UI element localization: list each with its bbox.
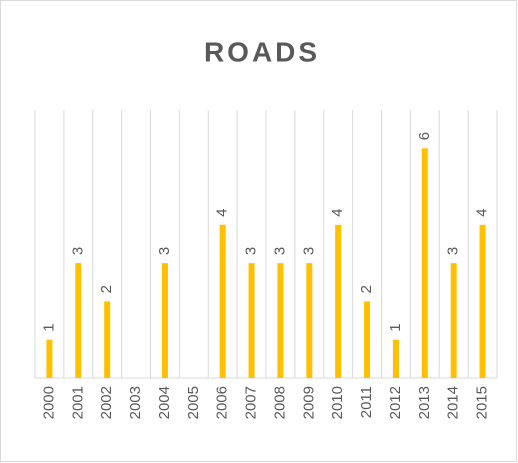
x-tick-label: 2010 xyxy=(329,386,346,419)
x-tick-label: 2004 xyxy=(156,386,173,419)
data-label: 3 xyxy=(69,247,86,255)
x-tick-label: 2005 xyxy=(185,386,202,419)
data-label: 2 xyxy=(358,285,375,293)
x-tick-label: 2003 xyxy=(127,386,144,419)
bar xyxy=(219,224,226,378)
data-label: 3 xyxy=(243,247,260,255)
x-tick-label: 2015 xyxy=(474,386,491,419)
data-label: 3 xyxy=(300,247,317,255)
x-tick-label: 2006 xyxy=(214,386,231,419)
data-label: 6 xyxy=(416,132,433,140)
data-label: 1 xyxy=(40,323,57,331)
x-tick-label: 2001 xyxy=(69,386,86,419)
x-tick-label: 2008 xyxy=(271,386,288,419)
x-tick-label: 2007 xyxy=(243,386,260,419)
bar xyxy=(392,339,399,378)
data-label: 4 xyxy=(329,209,346,217)
x-tick-label: 2002 xyxy=(98,386,115,419)
bar xyxy=(450,263,457,378)
data-label: 4 xyxy=(474,209,491,217)
bar xyxy=(479,224,486,378)
data-label: 3 xyxy=(271,247,288,255)
data-label: 3 xyxy=(445,247,462,255)
bar xyxy=(75,263,82,378)
bar xyxy=(104,301,111,378)
data-label: 4 xyxy=(214,209,231,217)
bar xyxy=(421,148,428,378)
x-tick-label: 2012 xyxy=(387,386,404,419)
bar xyxy=(161,263,168,378)
bar xyxy=(277,263,284,378)
bar xyxy=(364,301,371,378)
x-tick-label: 2009 xyxy=(300,386,317,419)
x-tick-label: 2000 xyxy=(40,386,57,419)
x-tick-label: 2013 xyxy=(416,386,433,419)
data-label: 2 xyxy=(98,285,115,293)
x-tick-label: 2011 xyxy=(358,386,375,418)
chart-title: ROADS xyxy=(204,36,320,67)
bar xyxy=(306,263,313,378)
bar xyxy=(248,263,255,378)
x-tick-label: 2014 xyxy=(445,386,462,419)
data-label: 1 xyxy=(387,323,404,331)
bar xyxy=(335,224,342,378)
bar xyxy=(46,339,53,378)
data-label: 3 xyxy=(156,247,173,255)
